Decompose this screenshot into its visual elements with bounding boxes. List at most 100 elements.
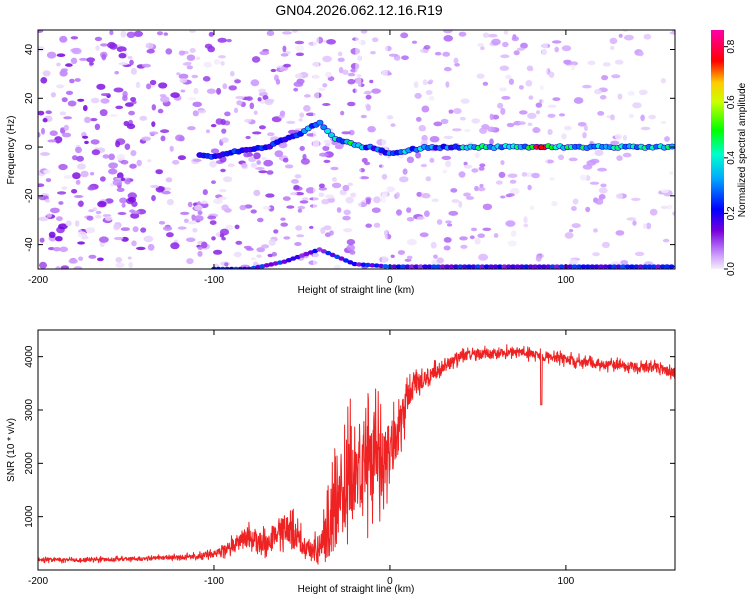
noise-cell: [233, 107, 239, 114]
noise-cell: [318, 152, 329, 157]
noise-cell: [186, 258, 194, 265]
noise-cell: [220, 118, 226, 126]
noise-cell: [429, 136, 440, 143]
noise-cell: [116, 153, 126, 161]
noise-cell: [192, 101, 202, 108]
noise-cell: [100, 176, 106, 182]
noise-cell: [569, 61, 579, 66]
lower-trace-cell: [580, 264, 587, 269]
lower-trace-cell: [620, 264, 627, 269]
colorbar-tick-label: 0.4: [726, 150, 737, 164]
lower-trace-cell: [646, 264, 653, 269]
noise-cell: [211, 180, 216, 185]
noise-cell: [506, 122, 515, 128]
noise-cell: [79, 57, 88, 61]
noise-cell: [244, 204, 253, 209]
noise-cell: [343, 209, 351, 216]
noise-cell: [507, 173, 518, 178]
noise-cell: [445, 220, 452, 224]
noise-cell: [360, 30, 368, 34]
noise-cell: [40, 152, 50, 156]
noise-cell: [626, 217, 637, 221]
noise-cell: [321, 198, 330, 205]
lower-trace-cell: [426, 264, 433, 269]
noise-cell: [158, 82, 168, 89]
noise-cell: [464, 128, 471, 133]
noise-cell: [371, 207, 381, 213]
noise-cell: [493, 233, 499, 238]
lower-trace-cell: [435, 264, 442, 269]
spectrogram-x-ticks: -200 -100 0 100: [28, 30, 575, 286]
noise-cell: [345, 196, 354, 204]
snr-x-ticks: -200 -100 0 100: [28, 330, 575, 587]
y-tick-label: 0: [24, 144, 35, 150]
noise-cell: [221, 128, 227, 134]
noise-cell: [325, 194, 335, 199]
noise-cell: [366, 104, 371, 112]
noise-cell: [115, 105, 124, 110]
lower-trace-cell: [628, 264, 635, 269]
noise-cell: [147, 243, 155, 251]
lower-trace-cell: [400, 264, 407, 269]
noise-cell: [65, 63, 73, 67]
noise-cell: [460, 244, 468, 249]
noise-cell: [71, 47, 82, 55]
noise-cell: [78, 200, 84, 207]
noise-cell: [429, 157, 435, 163]
lower-trace-cell: [413, 264, 420, 269]
noise-cell: [396, 209, 402, 216]
lower-trace-cell: [479, 264, 486, 269]
noise-cell: [563, 59, 572, 65]
noise-cell: [520, 42, 528, 49]
noise-cell: [149, 131, 159, 135]
noise-cell: [525, 80, 533, 87]
noise-cell: [497, 102, 504, 109]
noise-cell: [90, 97, 100, 104]
noise-cell: [664, 136, 670, 142]
noise-cell: [213, 58, 221, 65]
noise-cell: [286, 205, 295, 209]
noise-cell: [139, 115, 148, 121]
noise-cell: [234, 224, 240, 230]
noise-cell: [46, 213, 52, 218]
lower-trace-cell: [642, 264, 649, 269]
noise-cell: [399, 176, 409, 183]
noise-cell: [422, 79, 428, 86]
noise-cell: [61, 132, 72, 138]
noise-cell: [501, 96, 511, 100]
noise-cell: [594, 89, 602, 95]
lower-trace-cell: [650, 264, 657, 269]
noise-cell: [346, 244, 355, 252]
lower-trace-cell: [351, 261, 358, 267]
noise-cell: [239, 204, 247, 211]
noise-cell: [610, 114, 615, 121]
noise-cell: [373, 222, 381, 228]
noise-cell: [487, 126, 496, 133]
noise-cell: [513, 50, 520, 56]
lower-trace-cell: [598, 264, 605, 269]
peak-amplitude-mark: [538, 144, 545, 150]
noise-cell: [256, 254, 262, 258]
x-tick-label: -200: [28, 576, 48, 587]
noise-cell: [165, 177, 173, 183]
noise-cell: [568, 157, 578, 162]
noise-cell: [443, 135, 454, 140]
snr-series-line: [38, 344, 675, 565]
lower-trace-cell: [584, 264, 591, 269]
noise-cell: [573, 97, 584, 104]
noise-cell: [67, 100, 77, 107]
snr-x-label: Height of straight line (km): [298, 584, 415, 595]
noise-cell: [42, 70, 51, 77]
noise-cell: [88, 209, 95, 213]
noise-cell: [342, 184, 350, 192]
noise-cell: [256, 247, 266, 253]
noise-cell: [280, 222, 289, 227]
noise-cell: [406, 156, 415, 164]
lower-trace-cell: [664, 264, 671, 269]
noise-cell: [529, 205, 535, 211]
lower-trace-cell: [347, 260, 354, 265]
noise-cell: [582, 132, 587, 139]
noise-cell: [39, 237, 45, 243]
noise-cell: [349, 250, 356, 255]
noise-cell: [105, 216, 113, 221]
